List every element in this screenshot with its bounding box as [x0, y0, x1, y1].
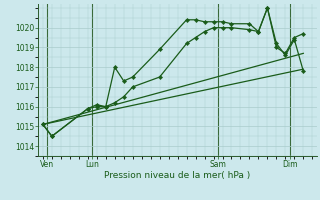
X-axis label: Pression niveau de la mer( hPa ): Pression niveau de la mer( hPa ) [104, 171, 251, 180]
